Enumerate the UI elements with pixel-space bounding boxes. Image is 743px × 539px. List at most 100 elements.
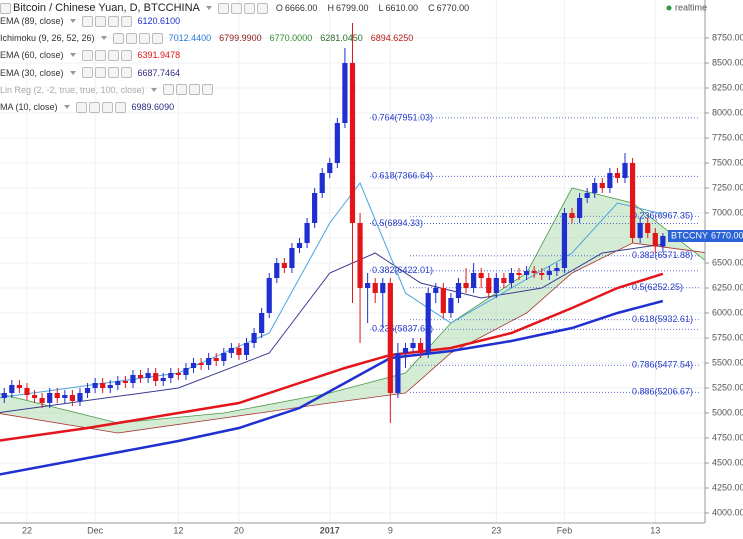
candle-body	[645, 223, 651, 233]
candle-body	[342, 63, 348, 123]
icon-button[interactable]	[151, 32, 163, 44]
indicator-row: EMA (60, close) 6391.9478	[0, 48, 184, 62]
y-tick-label: 7500.00	[712, 157, 743, 167]
dropdown-arrow	[100, 36, 107, 41]
ohlc-value: 6799.00	[335, 3, 369, 13]
icon-button[interactable]	[81, 15, 93, 27]
candle-body	[92, 383, 98, 388]
indicator-value: 6989.6090	[131, 102, 175, 112]
candle-body	[69, 395, 75, 401]
icon-button[interactable]	[120, 49, 132, 61]
indicator-value: 6799.9900	[219, 33, 262, 44]
indicator-line	[0, 272, 664, 442]
icon-button[interactable]	[217, 2, 229, 14]
icon-button[interactable]	[94, 49, 106, 61]
candle-body	[130, 375, 136, 383]
candle-body	[410, 343, 416, 348]
indicator-name: EMA (89, close)	[0, 16, 64, 26]
candle-body	[471, 273, 477, 288]
candle-body	[281, 263, 287, 268]
candle-body	[652, 233, 658, 247]
candle-body	[501, 278, 507, 283]
icon-button[interactable]	[101, 101, 113, 113]
candle-body	[160, 378, 166, 381]
price-tag	[668, 230, 743, 242]
x-tick-label: 23	[491, 525, 501, 535]
icon-button[interactable]	[256, 2, 268, 14]
icon-button[interactable]	[175, 84, 187, 96]
candle-body	[614, 173, 621, 178]
ohlc-key: C	[428, 3, 435, 13]
candle-body	[39, 398, 45, 403]
ohlc-value: 6770.00	[436, 3, 470, 13]
icon-button[interactable]	[88, 101, 100, 113]
candle-body	[660, 236, 666, 247]
icon-button[interactable]	[188, 84, 200, 96]
candle-body	[349, 63, 356, 223]
fib-label: 0.236(6967.35)	[632, 211, 693, 221]
x-tick-label: 13	[650, 525, 660, 535]
icon-button[interactable]	[107, 49, 119, 61]
ohlc-key: H	[327, 3, 334, 13]
x-tick-label: 2017	[320, 525, 340, 535]
collapse-button[interactable]	[0, 2, 11, 14]
chart-title: Bitcoin / Chinese Yuan, D, BTCCHINA	[13, 2, 200, 14]
candle-body	[47, 393, 53, 403]
candle-body	[455, 283, 462, 298]
icon-button[interactable]	[94, 67, 106, 79]
fib-label: 0.382(6571.88)	[632, 250, 693, 260]
y-tick-label: 6500.00	[712, 257, 743, 267]
icon-button[interactable]	[138, 32, 150, 44]
y-tick-label: 8000.00	[712, 107, 743, 117]
icon-button[interactable]	[107, 67, 119, 79]
icon-button[interactable]	[243, 2, 255, 14]
y-tick-label: 6250.00	[712, 282, 743, 292]
candle-body	[77, 393, 83, 401]
fib-label: 0.382(6422.01)	[372, 265, 433, 275]
candle-body	[183, 368, 189, 375]
icon-button[interactable]	[125, 32, 137, 44]
candle-body	[607, 173, 613, 188]
icon-button[interactable]	[94, 15, 106, 27]
y-tick-label: 7750.00	[712, 132, 743, 142]
y-tick-label: 7250.00	[712, 182, 743, 192]
candle-body	[554, 268, 560, 271]
candle-body	[524, 271, 530, 275]
candle-body	[289, 248, 295, 268]
y-tick-label: 5750.00	[712, 332, 743, 342]
icon-button[interactable]	[107, 15, 119, 27]
indicator-value: 6391.9478	[137, 50, 181, 61]
indicator-value: 6281.0450	[320, 33, 363, 44]
icon-button[interactable]	[81, 49, 93, 61]
candle-body	[1, 393, 7, 398]
ohlc-key: O	[275, 3, 283, 13]
candle-body	[425, 293, 431, 353]
indicator-name: EMA (60, close)	[0, 50, 64, 61]
candle-body	[107, 385, 113, 388]
candle-body	[312, 193, 318, 223]
fib-label: 0.5(6252.25)	[632, 282, 683, 292]
candle-body	[319, 173, 325, 193]
candle-body	[236, 348, 242, 355]
icon-button[interactable]	[112, 32, 124, 44]
y-tick-label: 6000.00	[712, 307, 743, 317]
indicator-name: MA (10, close)	[0, 102, 58, 112]
icon-button[interactable]	[162, 84, 174, 96]
candle-body	[168, 373, 174, 378]
icon-button[interactable]	[75, 101, 87, 113]
icon-button[interactable]	[114, 101, 126, 113]
candle-body	[243, 343, 250, 355]
candle-body	[327, 163, 333, 173]
dropdown-arrow	[69, 19, 76, 23]
icon-button[interactable]	[120, 67, 132, 79]
icon-button[interactable]	[120, 15, 132, 27]
candle-body	[546, 271, 552, 275]
candle-body	[221, 353, 227, 361]
status-dot	[666, 5, 672, 11]
indicator-row: EMA (30, close) 6687.7464	[0, 66, 184, 80]
icon-button[interactable]	[201, 84, 213, 96]
indicator-value: 6687.7464	[137, 67, 181, 78]
icon-button[interactable]	[81, 67, 93, 79]
icon-button[interactable]	[230, 2, 242, 14]
fib-label: 0.764(7951.03)	[372, 112, 433, 122]
